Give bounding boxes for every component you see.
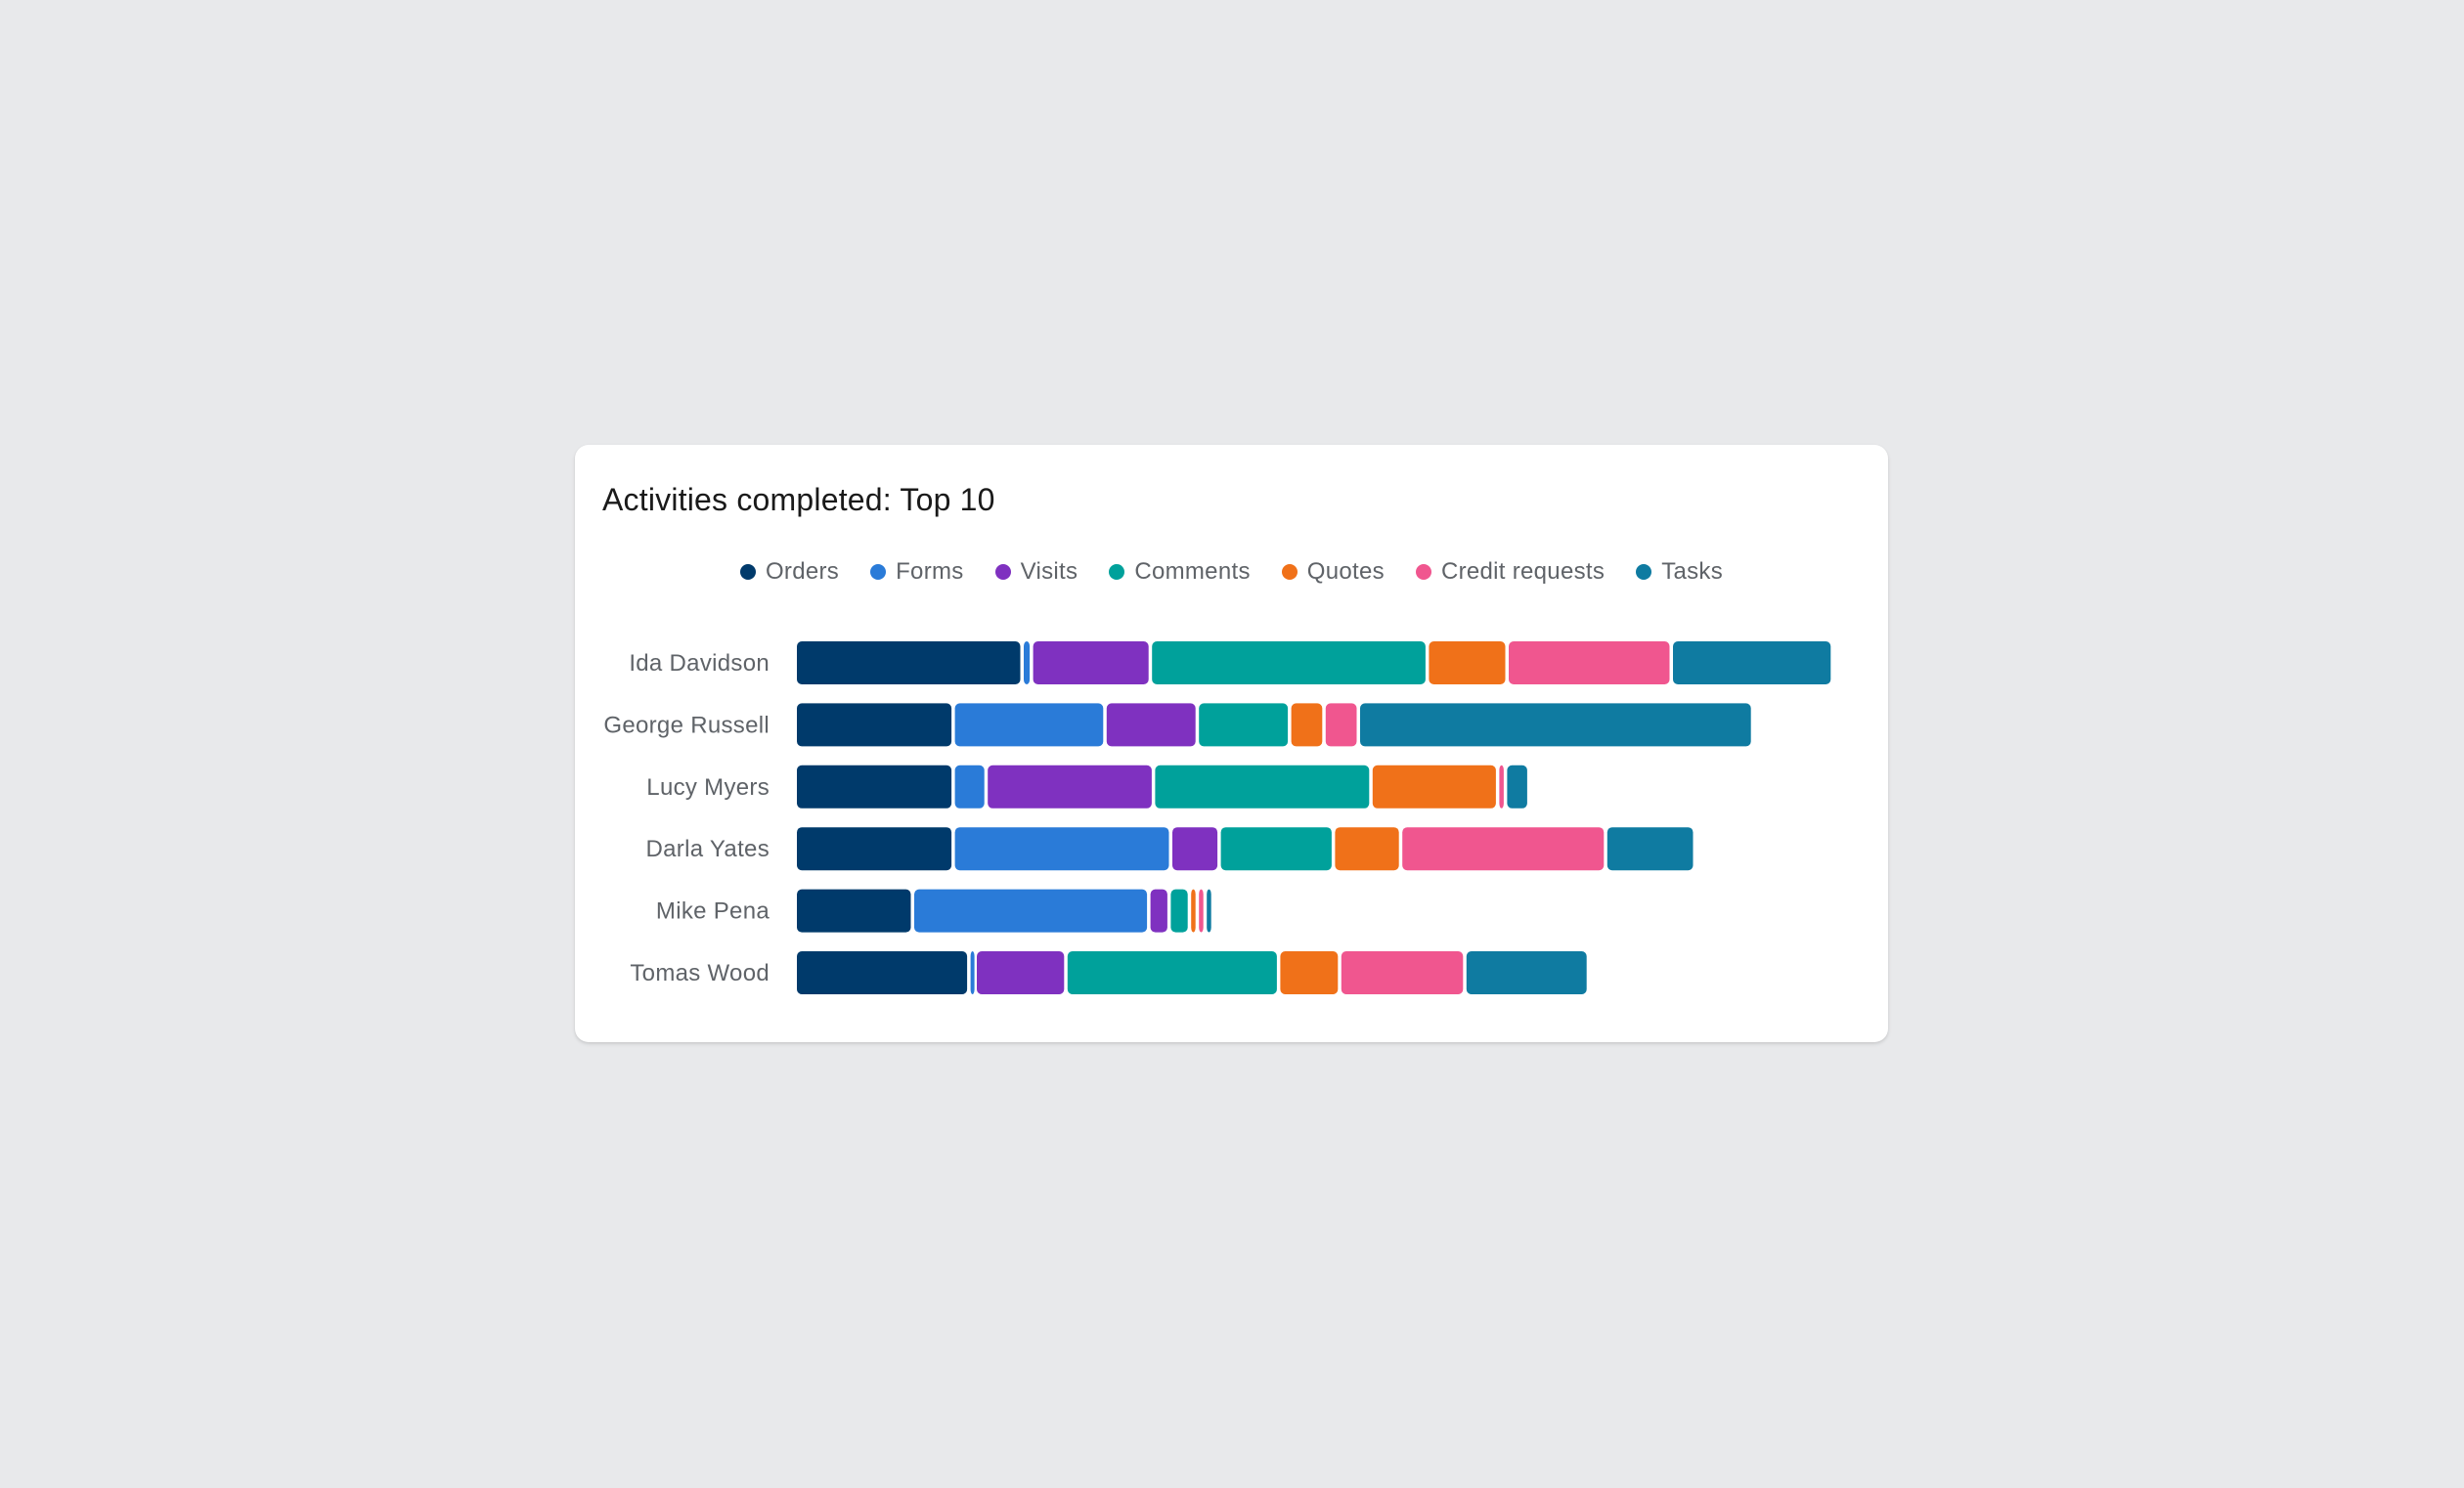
bar-george-russell-orders[interactable] bbox=[797, 703, 952, 747]
legend-dot-icon bbox=[1109, 564, 1125, 580]
bar-tomas-wood-credit-requests[interactable] bbox=[1341, 951, 1464, 994]
legend-label: Forms bbox=[896, 558, 964, 585]
bar-darla-yates-quotes[interactable] bbox=[1335, 827, 1399, 871]
bar-darla-yates-tasks[interactable] bbox=[1606, 827, 1694, 871]
legend-item-quotes[interactable]: Quotes bbox=[1281, 558, 1385, 586]
bar-ida-davidson-forms[interactable] bbox=[1024, 641, 1031, 684]
bar-tomas-wood-visits[interactable] bbox=[977, 951, 1065, 994]
bar-george-russell-forms[interactable] bbox=[954, 703, 1104, 747]
bar-ida-davidson-quotes[interactable] bbox=[1429, 641, 1506, 684]
bar-mike-pena-comments[interactable] bbox=[1170, 889, 1188, 933]
bar-darla-yates-forms[interactable] bbox=[954, 827, 1169, 871]
row-label-tomas-wood: Tomas Wood bbox=[630, 960, 770, 986]
bar-tomas-wood-comments[interactable] bbox=[1067, 951, 1277, 994]
bar-darla-yates-orders[interactable] bbox=[797, 827, 952, 871]
bar-george-russell-visits[interactable] bbox=[1106, 703, 1196, 747]
legend-label: Comments bbox=[1134, 558, 1251, 585]
bar-tomas-wood-tasks[interactable] bbox=[1466, 951, 1587, 994]
stacked-bar-chart: Ida Davidson George Russell Lucy Myers Darl… bbox=[603, 641, 1831, 994]
row-label-lucy-myers: Lucy Myers bbox=[646, 774, 770, 801]
legend-dot-icon bbox=[870, 564, 887, 580]
bar-ida-davidson-orders[interactable] bbox=[797, 641, 1021, 684]
bar-george-russell-quotes[interactable] bbox=[1291, 703, 1323, 747]
legend-item-tasks[interactable]: Tasks bbox=[1636, 558, 1723, 586]
bar-ida-davidson-comments[interactable] bbox=[1152, 641, 1426, 684]
bar-lucy-myers-comments[interactable] bbox=[1155, 765, 1370, 809]
legend-item-comments[interactable]: Comments bbox=[1109, 558, 1250, 586]
bar-lucy-myers-tasks[interactable] bbox=[1507, 765, 1527, 809]
bar-ida-davidson-tasks[interactable] bbox=[1673, 641, 1831, 684]
bar-lucy-myers-orders[interactable] bbox=[797, 765, 952, 809]
bar-lucy-myers-forms[interactable] bbox=[954, 765, 985, 809]
bar-mike-pena-forms[interactable] bbox=[914, 889, 1148, 933]
legend-dot-icon bbox=[1636, 564, 1652, 580]
bar-darla-yates-credit-requests[interactable] bbox=[1402, 827, 1605, 871]
bar-lucy-myers-visits[interactable] bbox=[988, 765, 1152, 809]
bar-ida-davidson-visits[interactable] bbox=[1033, 641, 1149, 684]
bar-tomas-wood-orders[interactable] bbox=[797, 951, 968, 994]
bar-ida-davidson-credit-requests[interactable] bbox=[1509, 641, 1670, 684]
legend-dot-icon bbox=[739, 564, 756, 580]
bar-lucy-myers-quotes[interactable] bbox=[1372, 765, 1496, 809]
row-label-darla-yates: Darla Yates bbox=[646, 836, 770, 862]
chart-legend: Orders Forms Visits Comments Quotes Credit re… bbox=[575, 558, 1888, 586]
bar-mike-pena-orders[interactable] bbox=[797, 889, 911, 933]
bar-george-russell-comments[interactable] bbox=[1199, 703, 1289, 747]
legend-label: Orders bbox=[765, 558, 840, 585]
legend-label: Credit requests bbox=[1440, 558, 1606, 585]
bar-george-russell-tasks[interactable] bbox=[1360, 703, 1751, 747]
legend-item-forms[interactable]: Forms bbox=[870, 558, 964, 586]
bar-mike-pena-visits[interactable] bbox=[1150, 889, 1167, 933]
row-label-mike-pena: Mike Pena bbox=[656, 898, 770, 925]
row-label-george-russell: George Russell bbox=[603, 712, 770, 738]
legend-item-orders[interactable]: Orders bbox=[739, 558, 840, 586]
bar-tomas-wood-forms[interactable] bbox=[970, 951, 975, 994]
legend-dot-icon bbox=[994, 564, 1011, 580]
legend-label: Quotes bbox=[1306, 558, 1385, 585]
chart-card: Activities completed: Top 10 Orders Forms… bbox=[575, 445, 1888, 1042]
bar-darla-yates-comments[interactable] bbox=[1220, 827, 1332, 871]
legend-dot-icon bbox=[1415, 564, 1431, 580]
bar-darla-yates-visits[interactable] bbox=[1172, 827, 1218, 871]
legend-item-credit-requests[interactable]: Credit requests bbox=[1415, 558, 1606, 586]
row-label-ida-davidson: Ida Davidson bbox=[629, 650, 770, 677]
legend-dot-icon bbox=[1281, 564, 1298, 580]
bar-mike-pena-credit-requests[interactable] bbox=[1199, 889, 1204, 933]
bar-mike-pena-tasks[interactable] bbox=[1207, 889, 1211, 933]
bar-tomas-wood-quotes[interactable] bbox=[1280, 951, 1339, 994]
bar-george-russell-credit-requests[interactable] bbox=[1325, 703, 1357, 747]
bar-lucy-myers-credit-requests[interactable] bbox=[1499, 765, 1504, 809]
legend-label: Visits bbox=[1020, 558, 1078, 585]
legend-item-visits[interactable]: Visits bbox=[994, 558, 1078, 586]
bar-mike-pena-quotes[interactable] bbox=[1191, 889, 1196, 933]
chart-title: Activities completed: Top 10 bbox=[602, 482, 995, 517]
legend-label: Tasks bbox=[1661, 558, 1724, 585]
